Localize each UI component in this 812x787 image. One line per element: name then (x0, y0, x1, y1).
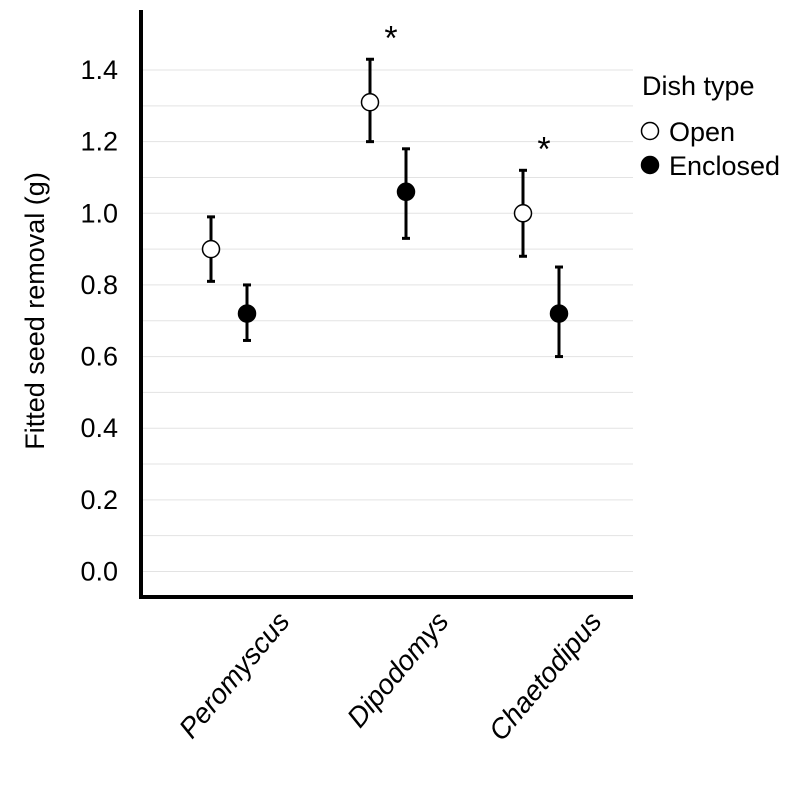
y-tick-label: 0.8 (80, 270, 118, 300)
annotations: ** (384, 19, 550, 168)
significance-star: * (537, 130, 550, 168)
legend-label-enclosed: Enclosed (669, 151, 780, 181)
data-point-open (201, 239, 221, 259)
data-points (201, 57, 569, 359)
point-group-enclosed-dipodomys (396, 147, 416, 240)
axis-layer (139, 10, 633, 599)
y-tick-label: 0.0 (80, 557, 118, 587)
y-tick-label: 0.2 (80, 485, 118, 515)
point-group-enclosed-chaetodipus (549, 265, 569, 359)
x-tick-label: Chaetodipus (483, 606, 608, 746)
y-tick-label: 1.4 (80, 55, 118, 85)
legend-label-open: Open (669, 117, 735, 147)
legend-items: Open Enclosed (640, 117, 780, 181)
point-group-open-chaetodipus (513, 168, 533, 258)
x-tick-labels: Peromyscus Dipodomys Chaetodipus (173, 606, 608, 746)
data-point-enclosed (549, 304, 569, 323)
data-point-open (360, 92, 380, 112)
y-tick-label: 0.4 (80, 413, 118, 443)
significance-star: * (384, 19, 397, 57)
point-group-enclosed-peromyscus (237, 283, 257, 342)
legend-marker-open (640, 121, 660, 141)
x-tick-label: Dipodomys (341, 606, 455, 733)
legend-title: Dish type (642, 71, 755, 101)
data-point-enclosed (396, 182, 416, 202)
point-group-open-peromyscus (201, 215, 221, 283)
grid-layer (141, 69, 633, 572)
y-tick-labels: 0.0 0.2 0.4 0.6 0.8 1.0 1.2 1.4 (80, 55, 118, 587)
data-point-open (513, 204, 533, 223)
data-point-enclosed (237, 304, 257, 323)
legend: Dish type Open Enclosed (640, 71, 780, 181)
y-tick-label: 1.2 (80, 127, 118, 157)
x-tick-label: Peromyscus (173, 606, 296, 744)
y-axis-title: Fitted seed removal (g) (20, 172, 50, 450)
y-tick-label: 0.6 (80, 342, 118, 372)
point-group-open-dipodomys (360, 57, 380, 144)
legend-marker-enclosed (640, 155, 660, 175)
y-tick-label: 1.0 (80, 198, 118, 228)
